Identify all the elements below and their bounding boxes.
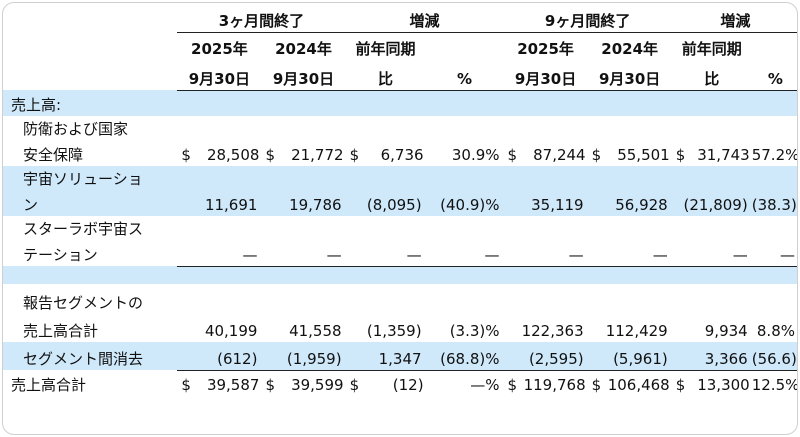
- starlab-q-2025: —: [177, 240, 262, 267]
- segtotal-n-chg: 9,934: [704, 322, 748, 340]
- col-2024-year-n: 2024年: [601, 40, 659, 58]
- col-yoy-ratio-n: 比: [671, 60, 752, 91]
- row-label-space-2: ン: [3, 190, 178, 216]
- defense-q-chg: $6,736: [349, 146, 424, 164]
- header-sub-row-2: 9月30日 9月30日 比 % 9月30日 9月30日 比 %: [3, 60, 797, 91]
- starlab-n-2025: —: [503, 240, 588, 267]
- header-change-3m: 増減: [345, 3, 504, 33]
- table-row: セグメント間消去 (612) (1,959) 1,347 (68.8)% (2,…: [3, 342, 797, 371]
- elim-n-pct: (56.6)%: [751, 342, 797, 371]
- space-q-pct: (40.9)%: [425, 190, 504, 216]
- col-yoy-ratio-q: 比: [345, 60, 426, 91]
- row-label-elimination: セグメント間消去: [3, 342, 178, 370]
- defense-n-pct: 57.2%: [751, 146, 798, 164]
- total-n-2024: $106,468: [591, 376, 670, 394]
- segtotal-n-2025: 122,363: [521, 322, 584, 340]
- segtotal-n-pct: 8.8%: [756, 322, 795, 340]
- row-label-starlab-1: スターラボ宇宙ス: [23, 220, 144, 238]
- segtotal-q-2024: 41,558: [289, 322, 342, 340]
- section-title-row: 売上高:: [3, 90, 797, 116]
- col-yoy-n: 前年同期: [681, 40, 742, 58]
- segtotal-n-2024: 112,429: [605, 322, 668, 340]
- space-n-2025: 35,119: [503, 190, 588, 216]
- total-n-pct: 12.5%: [751, 376, 798, 394]
- total-q-chg: $ (12): [349, 376, 424, 394]
- col-2024-date-q: 9月30日: [261, 60, 346, 91]
- col-2024-date-n: 9月30日: [587, 60, 672, 91]
- row-label-segment-total-2: 売上高合計: [23, 322, 99, 340]
- starlab-n-2024: —: [587, 240, 672, 267]
- table-row-total: 売上高合計 $39,587 $39,599 $ (12) —% $119,768 …: [3, 370, 798, 396]
- col-2024-year-q: 2024年: [275, 40, 332, 58]
- header-9-months: 9ヶ月間終了: [503, 3, 672, 33]
- header-sub-row-1: 2025年 2024年 前年同期 2025年 2024年 前年同期: [3, 32, 797, 60]
- col-pct-q: %: [425, 60, 504, 91]
- total-q-2025: $39,587: [181, 376, 260, 394]
- total-n-chg: $13,300: [675, 376, 750, 394]
- space-q-2024: 19,786: [261, 190, 346, 216]
- starlab-n-pct: —: [751, 240, 797, 267]
- table-row: テーション — — — — — — — —: [3, 240, 797, 267]
- table-row: ン 11,691 19,786 (8,095) (40.9)% 35,119 5…: [3, 190, 797, 216]
- starlab-q-chg: —: [345, 240, 426, 267]
- space-n-pct: (38.3)%: [751, 190, 797, 216]
- elim-n-2025: (2,595): [503, 342, 588, 371]
- total-q-pct: —%: [470, 376, 500, 394]
- row-label-defense-1: 防衛および国家: [23, 120, 129, 138]
- starlab-q-2024: —: [261, 240, 346, 267]
- row-label-defense-2: 安全保障: [23, 146, 84, 164]
- defense-q-pct: 30.9%: [451, 146, 500, 164]
- defense-n-2024: $55,501: [591, 146, 670, 164]
- elim-n-chg: 3,366: [671, 342, 752, 371]
- col-2025-date-q: 9月30日: [177, 60, 262, 91]
- header-change-9m: 増減: [671, 3, 797, 33]
- revenue-table: 3ヶ月間終了 増減 9ヶ月間終了 増減 2025年 2024年 前年同期 202…: [3, 3, 798, 396]
- row-label-starlab-2: テーション: [23, 246, 98, 264]
- space-n-2024: 56,928: [587, 190, 672, 216]
- total-q-2024: $39,599: [265, 376, 344, 394]
- row-label-space-1: 宇宙ソリューショ: [3, 166, 178, 190]
- table-row: 売上高合計 40,199 41,558 (1,359) (3.3)% 122,3…: [3, 314, 797, 342]
- table-row: 安全保障 $28,508 $21,772 $6,736 30.9% $87,24…: [3, 140, 798, 166]
- defense-n-2025: $87,244: [507, 146, 586, 164]
- col-pct-n: %: [751, 60, 797, 91]
- space-q-2025: 11,691: [177, 190, 262, 216]
- defense-q-2024: $21,772: [265, 146, 344, 164]
- header-group-row: 3ヶ月間終了 増減 9ヶ月間終了 増減: [3, 3, 797, 33]
- elim-q-2025: (612): [177, 342, 262, 371]
- segtotal-q-chg: (1,359): [366, 322, 422, 340]
- segtotal-q-pct: (3.3)%: [449, 322, 500, 340]
- header-3-months: 3ヶ月間終了: [177, 3, 346, 33]
- space-q-chg: (8,095): [345, 190, 426, 216]
- table-row: 防衛および国家: [3, 116, 797, 140]
- defense-q-2025: $28,508: [181, 146, 260, 164]
- elim-q-2024: (1,959): [261, 342, 346, 371]
- spacer-row: [3, 266, 797, 284]
- starlab-n-chg: —: [671, 240, 752, 267]
- row-label-grand-total: 売上高合計: [11, 376, 87, 394]
- total-n-2025: $119,768: [507, 376, 586, 394]
- defense-n-chg: $31,743: [675, 146, 750, 164]
- col-2025-year-q: 2025年: [191, 40, 248, 58]
- elim-n-2024: (5,961): [587, 342, 672, 371]
- elim-q-pct: (68.8)%: [425, 342, 504, 371]
- table-row: 宇宙ソリューショ: [3, 166, 797, 190]
- segtotal-q-2025: 40,199: [204, 322, 258, 340]
- row-label-segment-total-1: 報告セグメントの: [23, 294, 144, 312]
- elim-q-chg: 1,347: [345, 342, 426, 371]
- col-2025-year-n: 2025年: [517, 40, 574, 58]
- col-2025-date-n: 9月30日: [503, 60, 588, 91]
- space-n-chg: (21,809): [671, 190, 752, 216]
- table-row: スターラボ宇宙ス: [3, 216, 797, 240]
- col-yoy-q: 前年同期: [355, 40, 416, 58]
- starlab-q-pct: —: [425, 240, 504, 267]
- table-row: 報告セグメントの: [3, 284, 797, 314]
- section-title: 売上高:: [3, 90, 178, 116]
